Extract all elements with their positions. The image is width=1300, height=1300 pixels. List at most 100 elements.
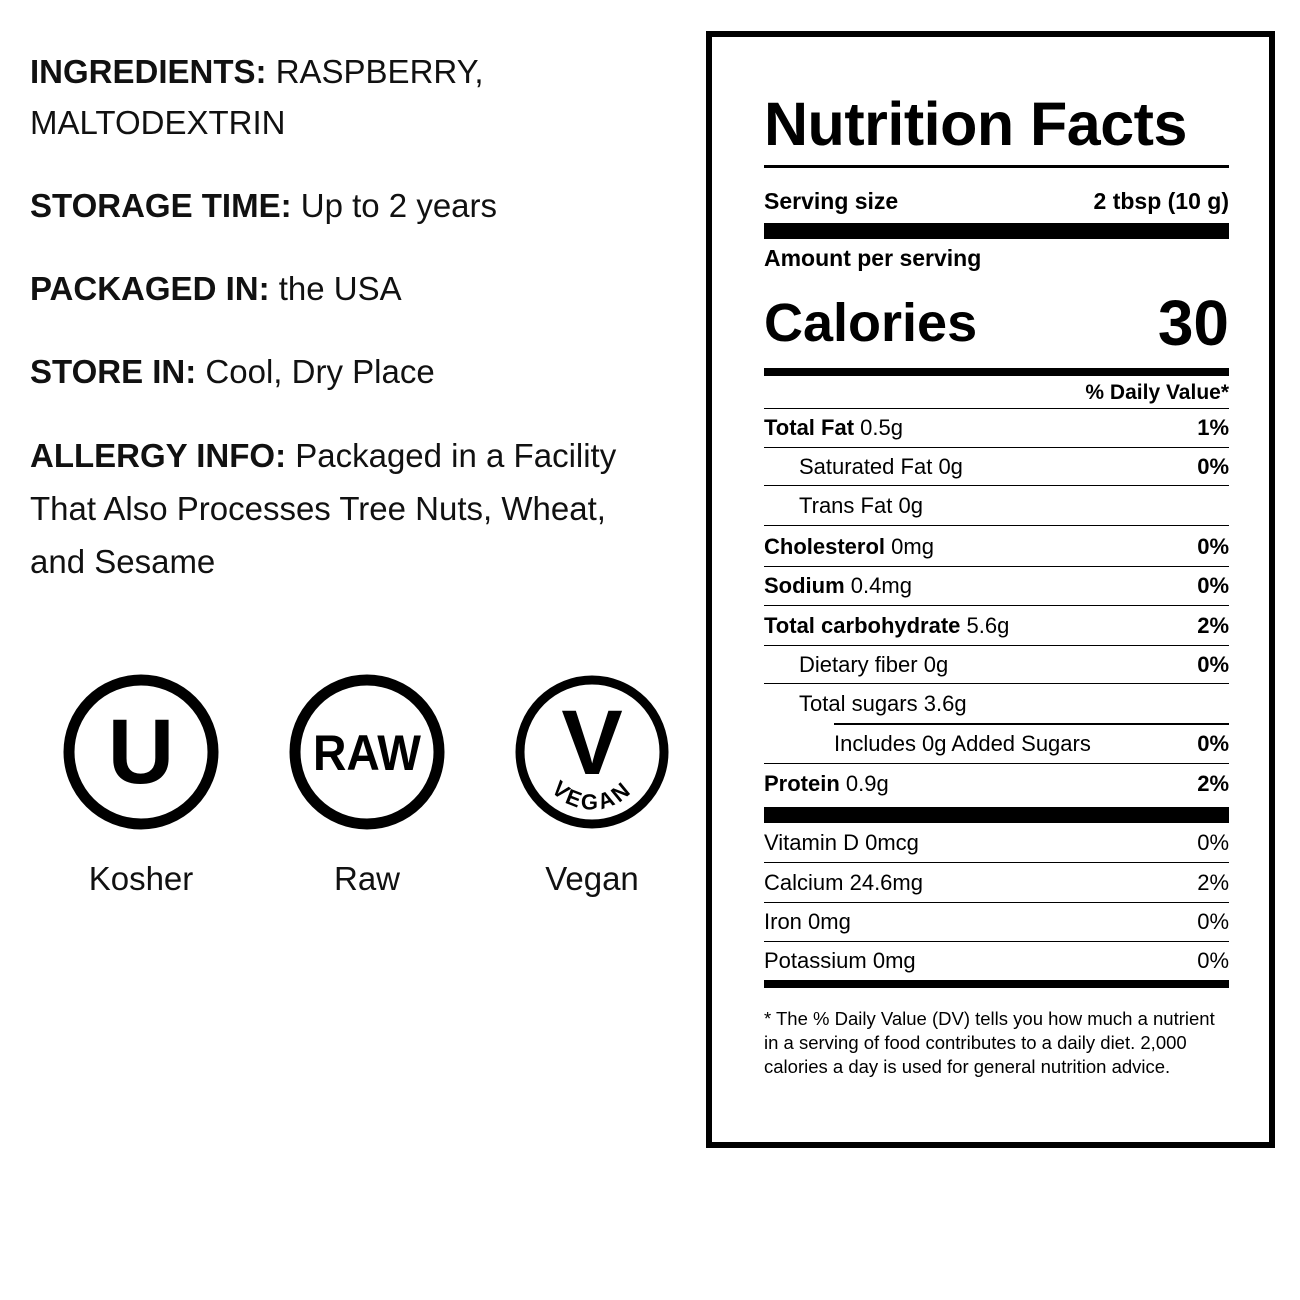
daily-value-footnote: * The % Daily Value (DV) tells you how m…	[764, 1008, 1215, 1077]
nutrient-row: Total Fat 0.5g 1%	[764, 409, 1229, 448]
kosher-label: Kosher	[88, 860, 194, 897]
nutrient-name: Includes 0g Added Sugars	[834, 731, 1091, 756]
divider-thick	[764, 807, 1229, 823]
vitamin-row: Potassium 0mg 0%	[764, 942, 1229, 980]
nutrient-name: Cholesterol	[764, 533, 886, 559]
nutrient-amount: 0mg	[891, 533, 934, 559]
allergy-value-3: and Sesame	[30, 543, 216, 580]
vitamin-dv: 0%	[1197, 909, 1229, 934]
nutrient-name: Dietary fiber	[799, 651, 918, 677]
nutrient-amount: 0.4mg	[850, 573, 912, 598]
ingredients-value-2: MALTODEXTRIN	[30, 104, 286, 141]
vegan-symbol: V	[561, 692, 622, 794]
nutrition-title: Nutrition Facts	[764, 90, 1187, 158]
raw-icon: RAW	[289, 674, 445, 830]
packaged-in-value: the USA	[278, 270, 402, 307]
divider	[764, 165, 1229, 168]
vegan-v-icon: V VEGAN	[515, 675, 669, 829]
nutrient-dv: 0%	[1197, 573, 1229, 598]
nutrient-amount: 0g	[938, 453, 963, 479]
amount-per-serving-label: Amount per serving	[764, 244, 982, 271]
vitamin-dv: 0%	[1197, 830, 1229, 855]
nutrient-dv: 0%	[1197, 533, 1229, 559]
vitamin-amount: 0mg	[808, 909, 851, 934]
allergy-label: ALLERGY INFO:	[30, 437, 287, 474]
vitamin-name: Potassium	[764, 948, 867, 973]
nutrient-name: Total carbohydrate	[764, 612, 961, 638]
kosher-u-icon: U	[63, 674, 219, 830]
badge-kosher: U Kosher	[41, 672, 241, 898]
divider-medium	[764, 368, 1229, 376]
nutrition-facts-panel: Nutrition Facts Serving size 2 tbsp (10 …	[706, 31, 1275, 1148]
vitamin-name: Iron	[764, 909, 802, 934]
vitamin-row: Iron 0mg 0%	[764, 903, 1229, 942]
ingredients-value: RASPBERRY,	[275, 53, 484, 90]
divider-medium	[764, 980, 1229, 988]
calories-row: Calories 30	[764, 284, 1229, 362]
vitamin-name: Calcium	[764, 869, 844, 895]
packaged-in-line: PACKAGED IN: the USA	[30, 263, 695, 314]
nutrient-name: Total sugars	[799, 691, 918, 716]
nutrient-dv: 1%	[1197, 415, 1229, 440]
product-info: INGREDIENTS: RASPBERRY, MALTODEXTRIN STOR…	[30, 46, 695, 588]
nutrient-name: Protein	[764, 771, 840, 796]
nutrient-dv: 2%	[1197, 612, 1229, 638]
ingredients-label: INGREDIENTS:	[30, 53, 267, 90]
nutrient-dv: 0%	[1197, 453, 1229, 479]
nutrient-row: Saturated Fat 0g 0%	[764, 448, 1229, 486]
vitamin-row: Calcium 24.6mg 2%	[764, 863, 1229, 903]
nutrient-row: Includes 0g Added Sugars 0%	[764, 725, 1229, 764]
daily-value-header: % Daily Value*	[764, 377, 1229, 409]
nutrient-amount: 0g	[923, 651, 949, 677]
badge-vegan: V VEGAN Vegan	[492, 672, 692, 898]
store-in-label: STORE IN:	[30, 353, 197, 390]
serving-size-label: Serving size	[764, 187, 899, 214]
nutrient-amount: 0.9g	[845, 771, 889, 796]
daily-value-header-text: % Daily Value*	[1085, 380, 1229, 404]
nutrient-row: Protein 0.9g 2%	[764, 765, 1229, 803]
nutrient-row: Cholesterol 0mg 0%	[764, 527, 1229, 567]
nutrient-name: Sodium	[764, 573, 845, 598]
store-in-value: Cool, Dry Place	[205, 353, 435, 390]
storage-time-label: STORAGE TIME:	[30, 187, 292, 224]
nutrient-row: Dietary fiber 0g 0%	[764, 646, 1229, 684]
nutrient-name: Saturated Fat	[799, 453, 933, 479]
amount-per-serving: Amount per serving	[764, 240, 1229, 276]
vitamin-amount: 0mg	[872, 948, 916, 973]
storage-time-line: STORAGE TIME: Up to 2 years	[30, 180, 695, 231]
nutrient-name: Total Fat	[764, 415, 855, 440]
vitamin-row: Vitamin D 0mcg 0%	[764, 824, 1229, 863]
nutrient-row: Total carbohydrate 5.6g 2%	[764, 606, 1229, 646]
vitamin-name: Vitamin D	[764, 830, 859, 855]
kosher-symbol: U	[108, 701, 174, 803]
serving-size-value: 2 tbsp (10 g)	[1093, 187, 1229, 214]
divider-thick	[764, 223, 1229, 239]
nutrient-amount: 0g	[898, 493, 923, 518]
badge-raw: RAW Raw	[267, 672, 467, 898]
nutrient-dv: 0%	[1197, 731, 1229, 756]
ingredients-line: INGREDIENTS: RASPBERRY, MALTODEXTRIN	[30, 46, 695, 148]
nutrient-dv: 0%	[1197, 651, 1229, 677]
allergy-value-1: Packaged in a Facility	[295, 437, 617, 474]
nutrient-row: Sodium 0.4mg 0%	[764, 567, 1229, 606]
vitamin-dv: 2%	[1197, 869, 1229, 895]
calories-value: 30	[1157, 287, 1229, 359]
raw-symbol: RAW	[313, 725, 422, 781]
packaged-in-label: PACKAGED IN:	[30, 270, 270, 307]
nutrient-row: Trans Fat 0g	[764, 487, 1229, 526]
nutrient-amount: 3.6g	[923, 691, 967, 716]
nutrient-amount: 5.6g	[966, 612, 1010, 638]
vitamin-amount: 24.6mg	[849, 869, 923, 895]
nutrient-amount: 0.5g	[860, 415, 903, 440]
nutrient-row: Total sugars 3.6g	[764, 685, 1229, 723]
allergy-line: ALLERGY INFO: Packaged in a Facility That…	[30, 429, 695, 588]
vitamin-dv: 0%	[1197, 948, 1229, 973]
raw-label: Raw	[333, 860, 401, 897]
storage-time-value: Up to 2 years	[300, 187, 498, 224]
vegan-label: Vegan	[545, 860, 639, 897]
store-in-line: STORE IN: Cool, Dry Place	[30, 346, 695, 397]
vitamin-amount: 0mcg	[865, 830, 919, 855]
divider-indented	[834, 723, 1229, 725]
nutrient-name: Trans Fat	[799, 493, 893, 518]
serving-size-row: Serving size 2 tbsp (10 g)	[764, 183, 1229, 219]
